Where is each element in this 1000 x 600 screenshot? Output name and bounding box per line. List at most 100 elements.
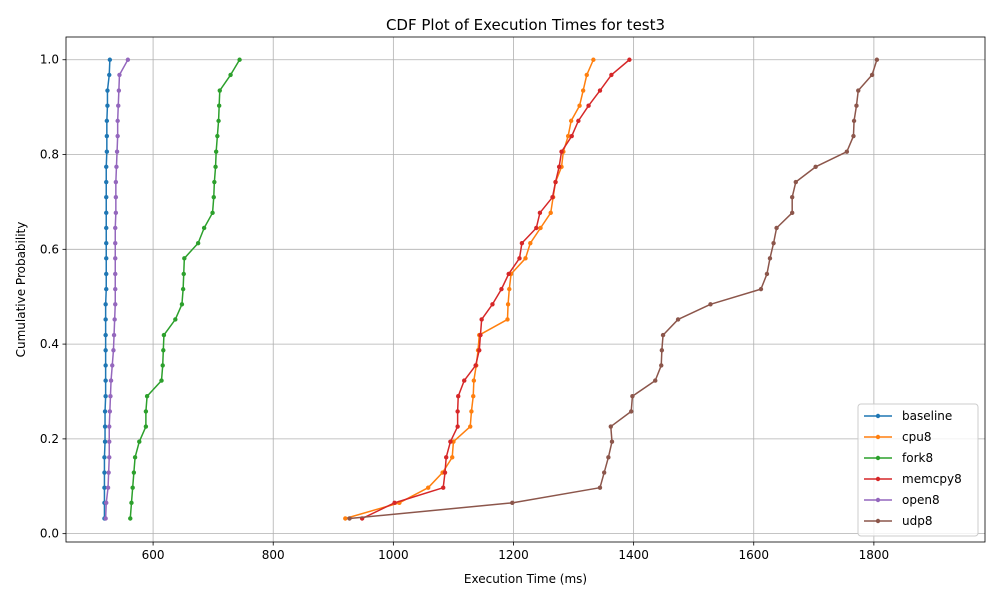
data-point [107, 409, 113, 414]
data-point [137, 439, 142, 444]
series-udp8 [347, 57, 880, 521]
data-point [462, 378, 467, 383]
data-point [105, 485, 111, 490]
data-point [106, 470, 111, 475]
legend-swatch-marker [875, 497, 881, 503]
data-point [468, 424, 473, 429]
data-point [216, 103, 222, 108]
legend-label: fork8 [902, 451, 933, 465]
data-point [113, 302, 118, 307]
data-point [660, 332, 666, 338]
data-point [143, 424, 149, 429]
data-point [469, 409, 474, 414]
data-point [767, 256, 773, 261]
data-point [108, 394, 113, 399]
data-point [115, 133, 120, 139]
data-point [608, 424, 613, 429]
data-point [105, 88, 110, 93]
data-point [455, 424, 460, 429]
legend-item-baseline: baseline [864, 409, 952, 423]
data-point [793, 179, 798, 185]
data-point [102, 424, 108, 429]
data-point [104, 500, 109, 506]
data-point [103, 302, 108, 307]
data-point [217, 88, 222, 93]
data-point [653, 378, 658, 383]
y-axis-label: Cumulative Probability [14, 222, 28, 358]
data-point [131, 470, 137, 475]
data-point [506, 271, 511, 277]
data-point [107, 72, 112, 78]
legend-label: open8 [902, 493, 940, 507]
data-point [143, 409, 149, 414]
data-point [104, 286, 109, 292]
data-point [113, 271, 118, 277]
legend-swatch-marker [875, 518, 881, 524]
data-point [213, 164, 218, 170]
data-point [115, 118, 120, 124]
data-point [764, 271, 770, 277]
data-point [107, 57, 113, 62]
y-tick-label: 0.4 [40, 337, 59, 351]
legend-item-memcpy8: memcpy8 [864, 472, 962, 486]
grid [66, 37, 985, 542]
data-point [129, 500, 134, 506]
data-point [479, 317, 484, 322]
data-point [130, 485, 135, 490]
data-point [161, 348, 166, 353]
data-point [591, 57, 596, 62]
x-tick-label: 1200 [498, 548, 529, 562]
data-point [519, 240, 525, 246]
series-layer [102, 57, 880, 521]
legend-swatch-marker [875, 455, 881, 461]
data-point [104, 179, 109, 185]
data-point [534, 225, 539, 231]
legend-swatch-marker [875, 413, 881, 419]
data-point [104, 210, 109, 216]
data-point [128, 516, 133, 521]
y-tick-label: 1.0 [40, 53, 59, 67]
data-point [102, 470, 107, 475]
data-point [107, 455, 112, 460]
data-point [477, 348, 482, 353]
x-tick-label: 1000 [378, 548, 409, 562]
data-point [597, 485, 603, 490]
data-point [789, 194, 795, 200]
data-point [103, 348, 108, 353]
data-point [392, 500, 397, 506]
data-point [103, 332, 108, 338]
data-point [211, 194, 216, 200]
data-point [455, 409, 460, 414]
data-point [180, 286, 186, 292]
data-point [161, 332, 167, 338]
data-point [113, 194, 119, 200]
data-point [104, 271, 109, 277]
data-point [113, 286, 118, 292]
legend-item-cpu8: cpu8 [864, 430, 931, 444]
data-point [216, 118, 221, 124]
data-point [108, 378, 114, 383]
data-point [112, 317, 117, 322]
legend-label: baseline [902, 409, 952, 423]
data-point [601, 470, 607, 475]
data-point [580, 88, 586, 93]
x-tick-label: 1600 [738, 548, 769, 562]
x-tick-label: 600 [142, 548, 165, 562]
data-point [425, 485, 431, 490]
data-point [116, 88, 122, 93]
data-point [478, 332, 483, 338]
data-point [450, 455, 455, 460]
y-tick-label: 0.6 [40, 242, 59, 256]
data-point [659, 348, 665, 353]
x-tick-label: 1800 [859, 548, 890, 562]
data-point [844, 149, 850, 154]
data-point [789, 210, 795, 216]
data-point [113, 240, 118, 246]
data-point [553, 179, 558, 185]
data-point [528, 240, 533, 246]
data-point [201, 225, 207, 231]
data-point [144, 394, 150, 399]
legend-item-open8: open8 [864, 493, 940, 507]
data-point [568, 118, 574, 124]
